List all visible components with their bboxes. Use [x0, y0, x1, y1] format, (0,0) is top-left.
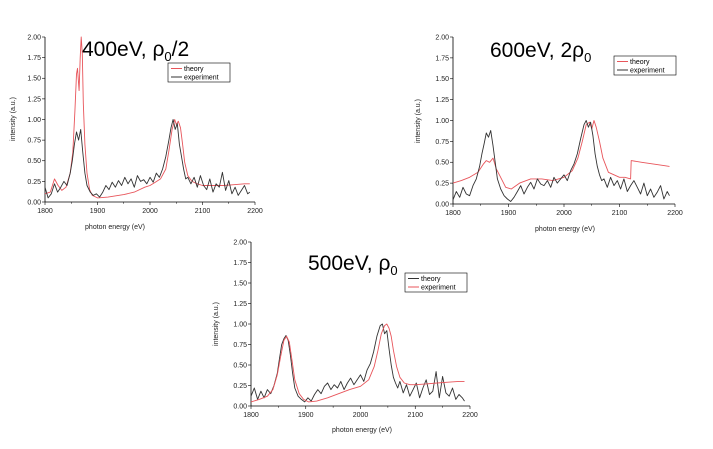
- chart-400ev-xlabel: photon energy (eV): [85, 224, 145, 231]
- y-tick-label: 0.50: [233, 362, 247, 369]
- x-tick-label: 1900: [90, 208, 106, 215]
- y-tick-label: 1.75: [435, 55, 449, 62]
- y-tick-label: 0.25: [435, 181, 449, 188]
- y-tick-label: 0.00: [27, 199, 41, 206]
- chart-400ev-title: 400eV, ρ0/2: [82, 38, 189, 64]
- legend-theory-label: theory: [184, 66, 204, 73]
- chart-400ev-legend: theory experiment: [167, 62, 231, 83]
- y-tick-label: 1.25: [435, 97, 449, 104]
- chart-500ev-plot: 0.00 0.25 0.50 0.75 1.00 1.25 1.50 1.75 2.00 1800…: [233, 239, 478, 419]
- chart-600ev-xlabel: photon energy (eV): [535, 226, 595, 233]
- y-tick-label: 0.25: [233, 383, 247, 390]
- y-tick-label: 1.50: [233, 280, 247, 287]
- chart-500ev-title: 500eV, ρ0: [308, 252, 398, 278]
- series-line-theory: [44, 36, 250, 199]
- chart-500ev-ylabel: intensity (a.u.): [213, 302, 220, 346]
- y-tick-label: 1.75: [27, 55, 41, 62]
- x-tick-label: 2100: [612, 210, 628, 217]
- series-line-theory: [250, 323, 465, 403]
- x-tick-label: 1800: [243, 412, 259, 419]
- chart-600ev-ylabel: intensity (a.u.): [415, 99, 422, 143]
- legend-box: [167, 62, 231, 83]
- y-tick-label: 1.00: [27, 117, 41, 124]
- y-tick-label: 0.50: [27, 158, 41, 165]
- chart-400ev-ylabel: intensity (a.u.): [10, 97, 17, 141]
- series-line-theory: [452, 120, 670, 190]
- legend-theory-label: theory: [421, 276, 441, 283]
- y-tick-label: 1.75: [233, 260, 247, 267]
- y-tick-label: 2.00: [435, 34, 449, 41]
- chart-500ev: 500eV, ρ0 0.00 0.25 0.50 0.75 1.00 1.25 1.50 1.…: [213, 239, 478, 434]
- legend-box: [404, 272, 468, 293]
- y-tick-label: 0.50: [435, 160, 449, 167]
- chart-400ev: 400eV, ρ0/2 0.00 0.25 0.50 0.75 1.00 1.25 1.50…: [10, 34, 263, 231]
- y-tick-label: 0.25: [27, 179, 41, 186]
- x-tick-label: 2000: [353, 412, 369, 419]
- x-tick-label: 2000: [142, 208, 158, 215]
- y-tick-label: 2.00: [233, 239, 247, 246]
- y-tick-label: 2.00: [27, 34, 41, 41]
- y-tick-label: 0.75: [233, 342, 247, 349]
- x-tick-label: 1900: [298, 412, 314, 419]
- legend-experiment-label: experiment: [421, 285, 456, 292]
- chart-600ev-plot: 0.00 0.25 0.50 0.75 1.00 1.25 1.50 1.75 2.00 1800…: [435, 34, 683, 217]
- x-tick-label: 2100: [195, 208, 211, 215]
- x-tick-label: 2200: [247, 208, 263, 215]
- x-tick-label: 2200: [462, 412, 478, 419]
- x-tick-label: 1800: [445, 210, 461, 217]
- y-tick-label: 1.50: [27, 76, 41, 83]
- y-tick-label: 1.50: [435, 76, 449, 83]
- legend-experiment-label: experiment: [184, 75, 219, 82]
- x-tick-label: 2100: [407, 412, 423, 419]
- x-tick-label: 1900: [501, 210, 517, 217]
- legend-experiment-label: experiment: [630, 68, 665, 75]
- chart-600ev-legend: theory experiment: [613, 55, 677, 76]
- x-tick-label: 2000: [556, 210, 572, 217]
- chart-500ev-legend: theory experiment: [404, 272, 468, 293]
- series-line-experiment: [452, 120, 670, 202]
- y-tick-label: 1.00: [435, 118, 449, 125]
- y-tick-label: 1.00: [233, 321, 247, 328]
- chart-600ev: 600eV, 2ρ0 0.00 0.25 0.50 0.75 1.00 1.25 1.50 1…: [415, 34, 683, 233]
- y-tick-label: 0.75: [27, 138, 41, 145]
- x-tick-label: 2200: [667, 210, 683, 217]
- series-line-experiment: [250, 323, 465, 403]
- y-tick-label: 0.00: [233, 403, 247, 410]
- series-line-experiment: [44, 119, 251, 199]
- x-tick-label: 1800: [37, 208, 53, 215]
- chart-400ev-plot: 0.00 0.25 0.50 0.75 1.00 1.25 1.50 1.75 2.00 1800…: [27, 34, 263, 215]
- y-tick-label: 1.25: [233, 301, 247, 308]
- legend-theory-label: theory: [630, 59, 650, 66]
- y-tick-label: 0.75: [435, 139, 449, 146]
- y-tick-label: 0.00: [435, 201, 449, 208]
- chart-500ev-xlabel: photon energy (eV): [332, 427, 392, 434]
- y-tick-label: 1.25: [27, 96, 41, 103]
- chart-600ev-title: 600eV, 2ρ0: [490, 39, 591, 65]
- legend-box: [613, 55, 677, 76]
